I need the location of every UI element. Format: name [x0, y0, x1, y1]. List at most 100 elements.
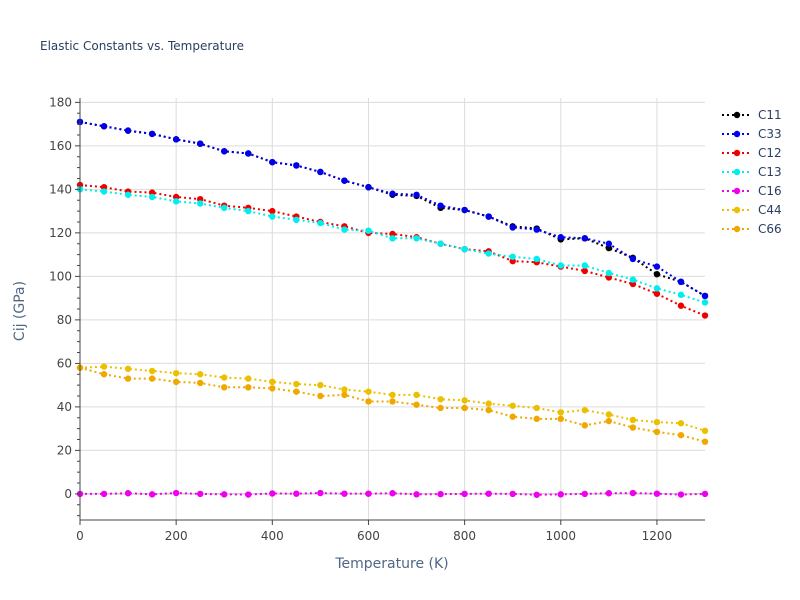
data-point-c33 [389, 190, 396, 197]
data-point-c33 [245, 150, 252, 157]
data-point-c13 [100, 188, 108, 195]
data-point-c33 [701, 292, 709, 300]
data-point-c16 [629, 489, 637, 497]
data-point-c13 [221, 204, 228, 212]
data-point-c13 [413, 235, 420, 242]
data-point-c16 [100, 490, 108, 498]
data-point-c66 [509, 413, 516, 420]
series-line-c11 [79, 120, 706, 297]
plot-area [76, 118, 709, 498]
data-point-c44 [124, 365, 132, 373]
data-point-c44 [461, 397, 468, 404]
data-point-c66 [196, 379, 204, 387]
x-tick-label: 400 [261, 529, 284, 543]
data-point-c66 [461, 404, 468, 412]
legend-item-c33[interactable]: C33 [722, 127, 782, 141]
data-point-c33 [269, 158, 276, 166]
data-point-c44 [221, 374, 228, 381]
data-point-c66 [269, 385, 276, 392]
legend-swatch-marker [733, 111, 741, 119]
y-tick-label: 120 [49, 226, 72, 240]
data-point-c33 [461, 206, 468, 214]
data-point-c33 [148, 130, 156, 138]
data-point-c33 [365, 183, 372, 191]
x-tick-label: 600 [357, 529, 380, 543]
data-point-c13 [677, 291, 685, 299]
legend-item-c12[interactable]: C12 [722, 146, 782, 160]
legend-item-c13[interactable]: C13 [722, 165, 782, 179]
data-point-c44 [317, 381, 324, 389]
x-tick-label: 0 [76, 529, 84, 543]
data-point-c16 [509, 490, 516, 498]
data-point-c16 [557, 491, 564, 498]
data-point-c13 [196, 200, 204, 207]
legend-item-c44[interactable]: C44 [722, 203, 782, 217]
data-point-c13 [172, 198, 180, 205]
data-point-c66 [485, 406, 492, 414]
data-point-c44 [413, 391, 420, 399]
data-point-c66 [605, 417, 613, 425]
data-point-c33 [196, 140, 204, 147]
data-point-c66 [677, 431, 685, 439]
data-point-c11 [653, 270, 661, 278]
data-point-c16 [196, 490, 204, 498]
data-point-c12 [581, 267, 589, 275]
y-tick-label: 60 [57, 356, 72, 370]
axes: Temperature (K) Cij (GPa) 0 200 400 600 800 1… [12, 95, 705, 572]
data-point-c12 [701, 312, 709, 319]
data-point-c66 [437, 404, 444, 412]
data-point-c16 [148, 491, 156, 498]
data-point-c13 [533, 255, 540, 263]
series-line-c33 [79, 120, 706, 297]
legend-item-c16[interactable]: C16 [722, 184, 782, 198]
data-point-c16 [124, 490, 132, 497]
data-point-c33 [533, 226, 540, 233]
data-point-c13 [509, 253, 516, 260]
data-point-c12 [269, 207, 276, 215]
y-tick-label: 80 [57, 313, 72, 327]
chart-title: Elastic Constants vs. Temperature [40, 39, 244, 53]
data-point-c33 [509, 224, 516, 231]
data-point-c33 [100, 123, 108, 130]
data-point-c13 [437, 240, 444, 247]
series-line-c12 [79, 184, 706, 317]
data-point-c33 [124, 127, 132, 134]
data-point-c13 [245, 207, 252, 215]
x-axis-title: Temperature (K) [334, 556, 448, 572]
data-point-c16 [677, 491, 685, 498]
data-point-c16 [269, 490, 276, 497]
data-point-c13 [581, 262, 589, 269]
y-tick-label: 20 [57, 443, 72, 457]
data-point-c16 [172, 489, 180, 497]
data-point-c66 [413, 401, 420, 408]
data-point-c44 [485, 400, 492, 407]
data-point-c44 [148, 367, 156, 375]
data-point-c66 [100, 371, 108, 378]
data-point-c16 [221, 491, 228, 498]
data-point-c13 [557, 262, 564, 269]
data-point-c16 [605, 490, 613, 497]
data-point-c66 [221, 384, 228, 391]
data-point-c13 [485, 250, 492, 257]
data-point-c13 [148, 193, 156, 201]
data-point-c16 [533, 491, 540, 498]
data-point-c66 [293, 388, 300, 395]
x-tick-label: 1000 [545, 529, 576, 543]
data-point-c44 [653, 418, 661, 426]
legend-item-c66[interactable]: C66 [722, 222, 782, 236]
legend-item-c11[interactable]: C11 [722, 108, 782, 122]
data-point-c66 [557, 415, 564, 423]
series-c12 [76, 181, 709, 319]
data-point-c13 [629, 276, 637, 283]
data-point-c33 [293, 162, 300, 169]
legend-label: C66 [758, 222, 782, 236]
legend-swatch-marker [733, 130, 741, 138]
legend-swatch-marker [733, 187, 741, 195]
data-point-c16 [413, 491, 420, 498]
data-point-c16 [365, 490, 372, 497]
y-tick-label: 0 [64, 487, 72, 501]
series-c16 [76, 489, 709, 498]
legend-swatch-marker [733, 206, 741, 214]
data-point-c13 [461, 245, 468, 253]
x-tick-label: 200 [165, 529, 188, 543]
